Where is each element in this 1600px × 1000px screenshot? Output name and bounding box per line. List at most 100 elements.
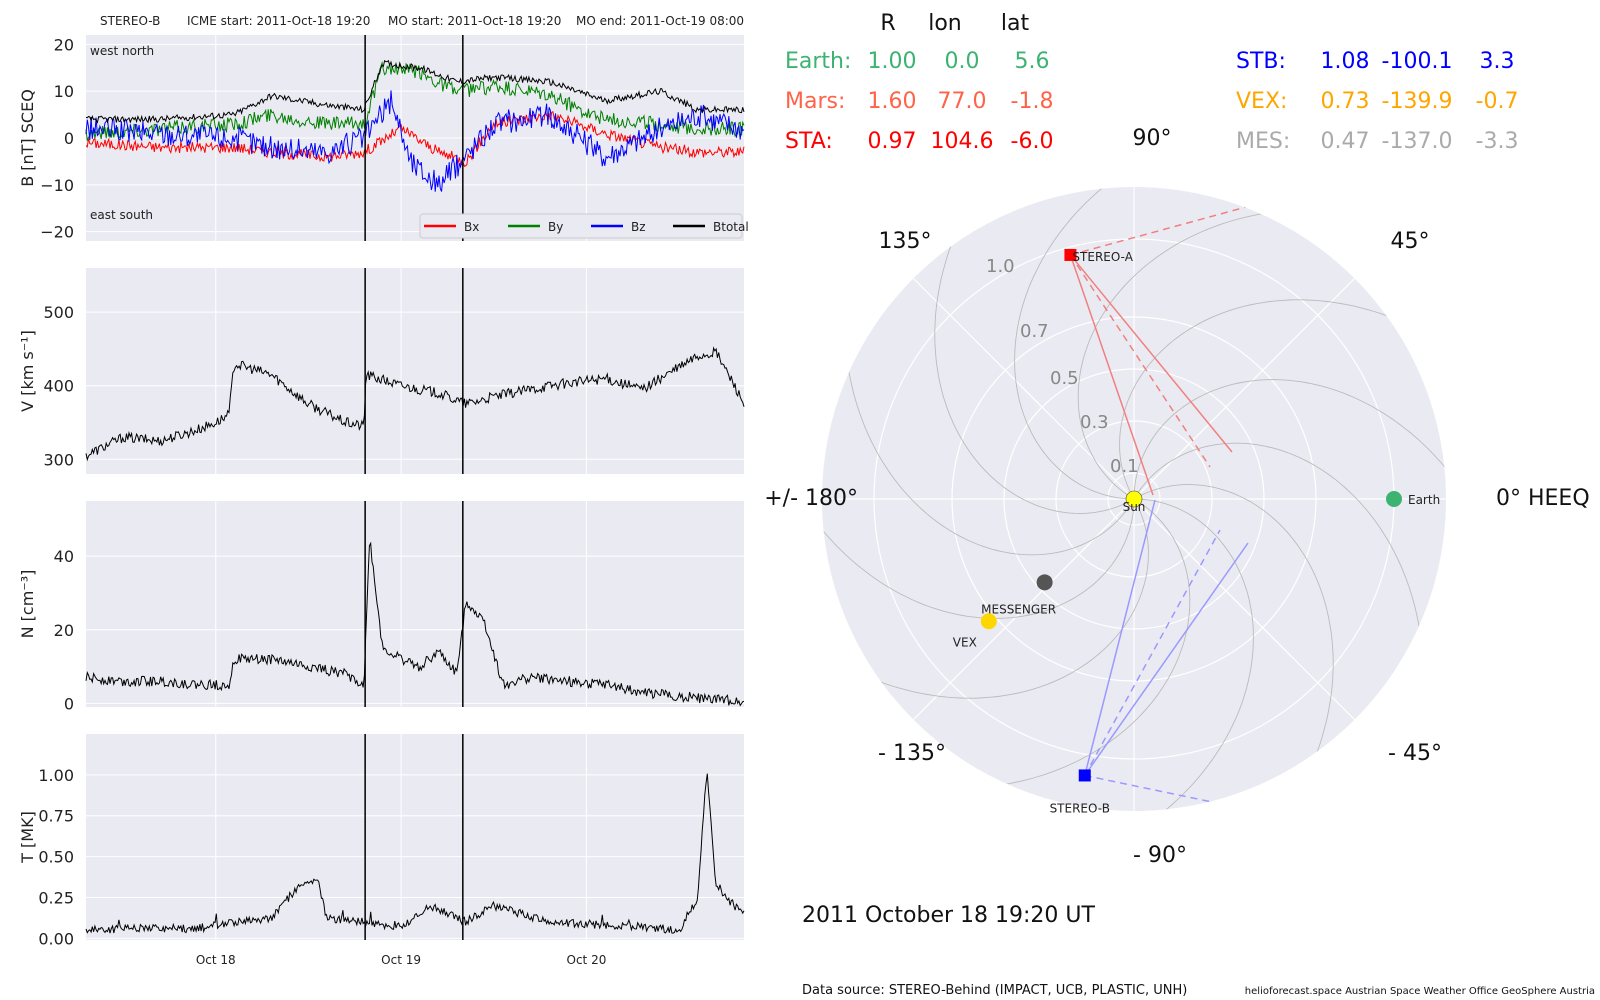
- x-tick-label: Oct 19: [381, 953, 421, 967]
- messenger-label: MESSENGER: [981, 602, 1056, 616]
- angular-grid-line: [1133, 277, 1356, 500]
- credits: helioforecast.space Austrian Space Weath…: [1245, 986, 1595, 997]
- y-tick-label: 500: [43, 303, 74, 322]
- row-lat: 5.6: [1015, 49, 1050, 74]
- angle-label: - 135°: [878, 741, 946, 766]
- sta-line-dashed: [1070, 194, 1291, 256]
- vex-label: VEX: [953, 635, 977, 649]
- header-mo-end: MO end: 2011-Oct-19 08:00: [576, 14, 744, 28]
- y-tick-label: 0.25: [38, 888, 74, 907]
- header-icme-start: ICME start: 2011-Oct-18 19:20: [187, 14, 370, 28]
- y-tick-label: 300: [43, 450, 74, 469]
- fov-lines: [1069, 194, 1291, 811]
- y-tick-label: 0: [64, 129, 74, 148]
- row-lon: -100.1: [1382, 49, 1453, 74]
- panel-1: 20 10 0 −10 −20 B [nT] SCEQ west north east sou…: [18, 35, 749, 242]
- sta-line: [1069, 254, 1154, 496]
- col-header-r: R: [880, 11, 895, 36]
- legend-label-btotal: Btotal: [713, 220, 749, 234]
- y-tick-label: 0.00: [38, 929, 74, 948]
- parker-spiral: [1119, 299, 1409, 500]
- row-r: 1.60: [868, 89, 917, 114]
- legend-box: [419, 213, 743, 239]
- angular-grid-line: [1133, 498, 1356, 721]
- timestamp: 2011 October 18 19:20 UT: [802, 903, 1096, 928]
- parker-spiral: [983, 498, 1191, 788]
- y-tick-label: −10: [40, 176, 74, 195]
- x-tick-label: Oct 18: [196, 953, 236, 967]
- radial-label: 0.7: [1020, 321, 1049, 342]
- data-source: Data source: STEREO-Behind (IMPACT, UCB,…: [802, 983, 1187, 998]
- y-tick-label: 0.50: [38, 848, 74, 867]
- legend-label-bx: Bx: [464, 220, 479, 234]
- row-name: Mars:: [785, 89, 845, 114]
- parker-spiral: [845, 348, 1135, 556]
- sta-line: [1069, 254, 1233, 453]
- row-lat: -1.8: [1011, 89, 1054, 114]
- stereo-a-marker: [1064, 248, 1077, 261]
- sun-label: Sun: [1123, 500, 1146, 514]
- angle-label: - 90°: [1133, 843, 1187, 868]
- stereo-b-marker: [1078, 769, 1091, 782]
- header-spacecraft: STEREO-B: [100, 14, 160, 28]
- stereo-b-label: STEREO-B: [1050, 801, 1110, 815]
- parker-spiral: [822, 498, 1135, 619]
- series-bz: [85, 90, 745, 192]
- parker-spiral: [1077, 210, 1285, 500]
- parker-spiral: [859, 498, 1149, 699]
- angle-label: 90°: [1133, 126, 1172, 151]
- stb-line-dashed: [1084, 529, 1221, 776]
- y-tick-label: 40: [54, 547, 74, 566]
- messenger-marker: [1036, 574, 1053, 591]
- row-name: MES:: [1236, 129, 1290, 154]
- stb-line: [1084, 499, 1156, 776]
- sta-line-dashed: [1069, 254, 1211, 468]
- row-lat: 3.3: [1480, 49, 1515, 74]
- radial-label: 0.3: [1080, 412, 1109, 433]
- parker-spiral: [934, 224, 1135, 514]
- panel-background: [86, 734, 744, 940]
- row-name: Earth:: [785, 49, 851, 74]
- y-tick-label: 1.00: [38, 766, 74, 785]
- row-name: VEX:: [1236, 89, 1287, 114]
- legend-label-by: By: [548, 220, 563, 234]
- y-axis-label: N [cm⁻³]: [18, 570, 37, 639]
- legend: Bx By Bz Btotal: [419, 213, 749, 239]
- stb-line: [1084, 542, 1249, 776]
- col-header-lon: lon: [928, 11, 962, 36]
- panel-3: 40 20 0 N [cm⁻³]: [18, 501, 745, 713]
- y-axis-label: T [MK]: [18, 811, 37, 864]
- parker-spiral: [1133, 379, 1446, 500]
- y-tick-label: −20: [40, 223, 74, 242]
- time-series-panels: 20 10 0 −10 −20 B [nT] SCEQ west north east sou…: [18, 35, 749, 967]
- row-lon: 77.0: [938, 89, 987, 114]
- parker-spiral: [1133, 484, 1334, 774]
- radial-label: 0.1: [1110, 456, 1139, 477]
- row-name: STA:: [785, 129, 833, 154]
- earth-marker: [1386, 491, 1402, 507]
- series-v: [85, 346, 745, 462]
- y-tick-label: 400: [43, 377, 74, 396]
- positions-rows: Earth: 1.00 0.0 5.6 Mars: 1.60 77.0 -1.8 STA: 0.9…: [785, 49, 1518, 154]
- radial-label: 0.5: [1050, 368, 1079, 389]
- legend-label-bz: Bz: [631, 220, 646, 234]
- vex-marker: [980, 613, 997, 630]
- row-lat: -0.7: [1476, 89, 1519, 114]
- series-n: [85, 541, 745, 707]
- panel-4: 1.00 0.75 0.50 0.25 0.00 Oct 18 Oct 19 Oct 20 T …: [18, 734, 745, 967]
- angle-label: 135°: [879, 229, 932, 254]
- x-tick-label: Oct 20: [567, 953, 607, 967]
- y-tick-label: 10: [54, 82, 74, 101]
- series-btotal: [85, 59, 745, 124]
- parker-spiral: [1133, 442, 1423, 650]
- row-lat: -6.0: [1011, 129, 1054, 154]
- y-tick-label: 20: [54, 35, 74, 54]
- stereo-a-label: STEREO-A: [1072, 250, 1133, 264]
- sun-marker: [1125, 490, 1143, 508]
- angle-label: 45°: [1391, 229, 1430, 254]
- angular-grid-line: [912, 277, 1135, 500]
- row-r: 0.73: [1321, 89, 1370, 114]
- row-r: 0.47: [1321, 129, 1370, 154]
- col-header-lat: lat: [1001, 11, 1030, 36]
